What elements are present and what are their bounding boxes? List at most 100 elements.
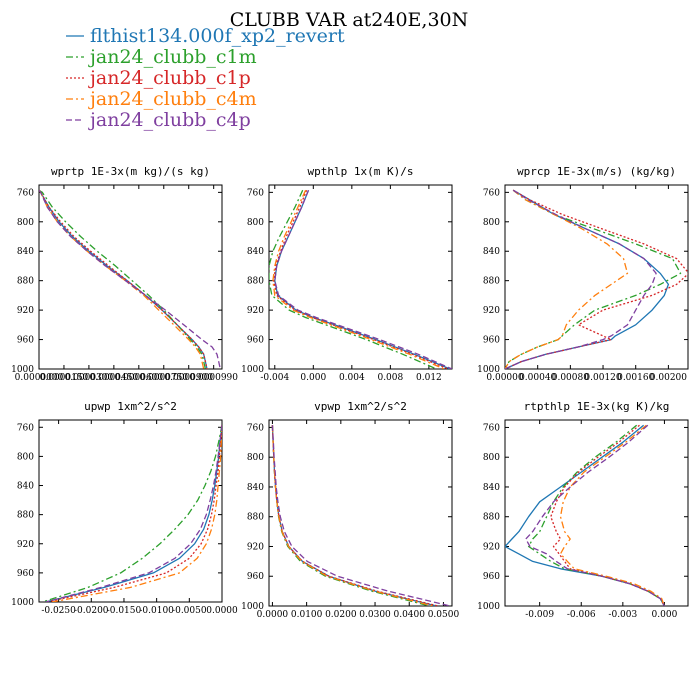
y-tick-label: 1000 xyxy=(11,598,34,608)
y-tick-label: 1000 xyxy=(241,602,264,612)
y-tick-label: 840 xyxy=(483,483,500,493)
series-line xyxy=(273,189,449,369)
x-tick-label: 0.00040 xyxy=(519,373,556,383)
series-line xyxy=(505,189,682,369)
y-tick-label: 800 xyxy=(483,218,500,228)
y-tick-label: 880 xyxy=(247,277,264,287)
x-tick-label: 0.0000300 xyxy=(65,373,114,383)
y-tick-label: 760 xyxy=(483,423,500,433)
series-line xyxy=(505,189,657,369)
y-tick-label: 960 xyxy=(483,572,500,582)
x-tick-label: 0.00080 xyxy=(552,373,589,383)
y-tick-label: 960 xyxy=(247,572,264,582)
legend-label: jan24_clubb_c4m xyxy=(88,88,257,110)
chart-panel: rtpthlp 1E-3x(kg K)/kg 760 800 840 880 920 960… xyxy=(477,400,689,620)
figure-title: CLUBB VAR at240E,30N xyxy=(230,9,469,31)
series-line xyxy=(559,424,666,606)
x-tick-label: 0.0300 xyxy=(359,610,391,620)
x-tick-label: 0.0000 xyxy=(206,606,238,616)
x-tick-label: 0.00120 xyxy=(584,373,621,383)
series-line xyxy=(272,189,445,369)
y-tick-label: 960 xyxy=(483,336,500,346)
x-tick-label: 0.0200 xyxy=(325,610,357,620)
y-tick-label: 800 xyxy=(17,452,34,462)
series-line xyxy=(271,425,437,606)
y-tick-label: 1000 xyxy=(477,602,500,612)
y-tick-label: 880 xyxy=(483,277,500,287)
series-line xyxy=(39,189,208,369)
series-line xyxy=(271,425,430,606)
x-tick-label: 0.0000150 xyxy=(40,373,89,383)
panel-title: wprtp 1E-3x(m kg)/(s kg) xyxy=(51,165,210,178)
x-tick-label: 0.00000 xyxy=(486,373,523,383)
y-tick-label: 960 xyxy=(17,569,34,579)
y-tick-label: 840 xyxy=(17,482,34,492)
x-tick-label: -0.0050 xyxy=(172,606,207,616)
x-tick-label: 0.0000600 xyxy=(114,373,163,383)
x-tick-label: 0.012 xyxy=(416,373,442,383)
x-tick-label: 0.0500 xyxy=(428,610,460,620)
y-tick-label: 880 xyxy=(247,513,264,523)
y-tick-label: 920 xyxy=(247,542,264,552)
plot-frame xyxy=(504,419,689,607)
panel-title: rtpthlp 1E-3x(kg K)/kg xyxy=(524,400,670,413)
panel-title: upwp 1xm^2/s^2 xyxy=(84,400,177,413)
x-tick-label: -0.0200 xyxy=(74,606,109,616)
x-tick-label: 0.0400 xyxy=(393,610,425,620)
chart-panel: vpwp 1xm^2/s^2 760 800 840 880 920 960 10000.00… xyxy=(241,400,459,620)
x-tick-label: 0.0000 xyxy=(257,610,289,620)
series-line xyxy=(271,425,439,606)
series-line xyxy=(274,189,452,369)
x-tick-label: 0.0000990 xyxy=(189,373,238,383)
y-tick-label: 920 xyxy=(17,540,34,550)
series-line xyxy=(274,189,451,369)
x-tick-label: 0.0000750 xyxy=(139,373,188,383)
y-tick-label: 800 xyxy=(247,453,264,463)
x-tick-label: 0.0100 xyxy=(291,610,323,620)
plot-frame xyxy=(38,184,223,370)
chart-panel: upwp 1xm^2/s^2 760 800 840 880 920 960 1000 -0.0… xyxy=(11,400,238,616)
x-tick-label: -0.0250 xyxy=(41,606,76,616)
y-tick-label: 800 xyxy=(17,218,34,228)
y-tick-label: 1000 xyxy=(477,365,500,375)
chart-panel: wprcp 1E-3x(m/s) (kg/kg) 760 800 840 880 920 9… xyxy=(477,165,689,383)
chart-panel: wprtp 1E-3x(m kg)/(s kg) 760 800 840 880 920 9… xyxy=(11,165,238,383)
series-line xyxy=(505,189,629,369)
y-tick-label: 840 xyxy=(247,483,264,493)
y-tick-label: 760 xyxy=(17,188,34,198)
y-tick-label: 880 xyxy=(483,513,500,523)
series-line xyxy=(39,189,205,369)
y-tick-label: 760 xyxy=(247,423,264,433)
y-tick-label: 1000 xyxy=(11,365,34,375)
x-tick-label: 0.004 xyxy=(339,373,365,383)
panel-title: vpwp 1xm^2/s^2 xyxy=(314,400,407,413)
y-tick-label: 880 xyxy=(17,277,34,287)
y-tick-label: 1000 xyxy=(241,365,264,375)
series-line xyxy=(42,424,222,602)
y-tick-label: 920 xyxy=(483,542,500,552)
y-tick-label: 800 xyxy=(247,218,264,228)
series-line xyxy=(527,424,665,606)
y-tick-label: 760 xyxy=(247,188,264,198)
x-tick-label: 0.000 xyxy=(300,373,326,383)
series-line xyxy=(45,425,222,602)
legend-label: jan24_clubb_c1p xyxy=(88,67,251,89)
series-line xyxy=(505,189,670,369)
y-tick-label: 840 xyxy=(483,247,500,257)
y-tick-label: 960 xyxy=(247,336,264,346)
panel-title: wprcp 1E-3x(m/s) (kg/kg) xyxy=(517,165,676,178)
series-line xyxy=(39,189,221,369)
series-line xyxy=(505,424,665,606)
panel-title: wpthlp 1x(m K)/s xyxy=(308,165,414,178)
x-tick-label: 0.0000900 xyxy=(164,373,213,383)
y-tick-label: 800 xyxy=(483,453,500,463)
y-tick-label: 840 xyxy=(17,247,34,257)
chart-panel: wpthlp 1x(m K)/s 760 800 840 880 920 960 1000-0… xyxy=(241,165,453,383)
y-tick-label: 920 xyxy=(483,306,500,316)
chart-panels: wprtp 1E-3x(m kg)/(s kg) 760 800 840 880 920 9… xyxy=(11,165,689,620)
y-tick-label: 760 xyxy=(17,423,34,433)
y-tick-label: 760 xyxy=(483,188,500,198)
plot-frame xyxy=(268,419,453,607)
x-tick-label: 0.0000450 xyxy=(90,373,139,383)
